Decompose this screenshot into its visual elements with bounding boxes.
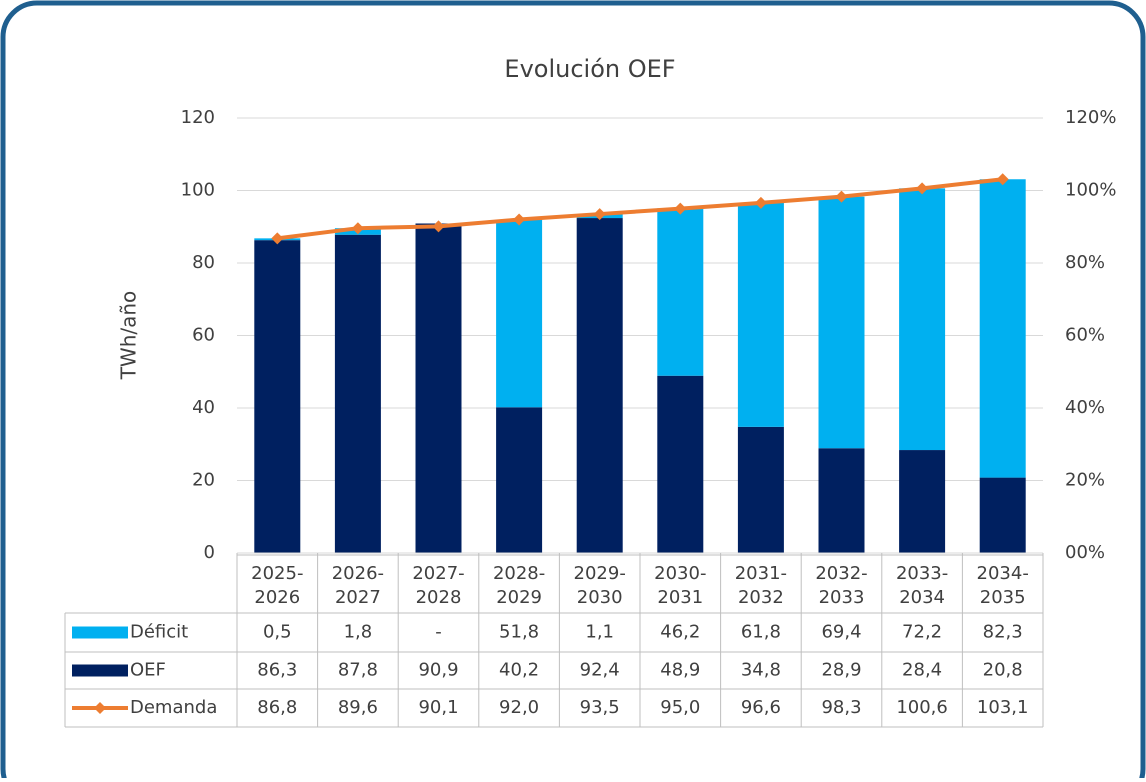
marker [996, 173, 1009, 186]
table-cell: 86,3 [257, 660, 297, 681]
marker [351, 222, 364, 235]
x-tick-label: 2034-2035 [977, 563, 1029, 608]
y2-tick-label: 40% [1065, 397, 1105, 418]
table-cell: 46,2 [660, 622, 700, 643]
y-tick-label: 100 [181, 180, 215, 201]
marker [432, 220, 445, 233]
x-tick-label: 2030-2031 [654, 563, 706, 608]
table-cell: - [435, 622, 442, 643]
legend-key [94, 702, 106, 714]
bar [899, 450, 946, 553]
legend-key [72, 664, 128, 677]
table-cell: 90,9 [418, 660, 458, 681]
table-cell: 20,8 [983, 660, 1023, 681]
table-cell: 87,8 [338, 660, 378, 681]
table-cell: 51,8 [499, 622, 539, 643]
marker [674, 202, 687, 215]
bar [415, 223, 462, 554]
bar [818, 196, 865, 449]
marker [593, 208, 606, 221]
y2-tick-label: 00% [1065, 542, 1105, 563]
y-tick-label: 20 [192, 470, 215, 491]
bar [818, 448, 865, 553]
table-cell: 0,5 [263, 622, 292, 643]
table-cell: 96,6 [741, 697, 781, 718]
y2-tick-label: 60% [1065, 325, 1105, 346]
table-cell: 98,3 [821, 697, 861, 718]
x-tick-label: 2033-2034 [896, 563, 948, 608]
marker [835, 190, 848, 203]
bar [737, 426, 784, 553]
table-cell: 34,8 [741, 660, 781, 681]
bar [334, 234, 381, 553]
marker [754, 196, 767, 209]
table-cell: 40,2 [499, 660, 539, 681]
bar [496, 407, 543, 553]
table-cell: 28,9 [821, 660, 861, 681]
x-tick-label: 2029-2030 [574, 563, 626, 608]
line [277, 177, 1003, 241]
bar [496, 219, 543, 408]
y2-tick-label: 120% [1065, 107, 1116, 128]
chart-title: Evolución OEF [504, 55, 675, 83]
x-tick-label: 2028-2029 [493, 563, 545, 608]
table-cell: 92,4 [580, 660, 620, 681]
table-cell: 89,6 [338, 697, 378, 718]
legend-label: Déficit [130, 622, 188, 643]
y-tick-label: 80 [192, 252, 215, 273]
bar [979, 179, 1026, 478]
table-cell: 1,8 [344, 622, 373, 643]
y2-tick-label: 80% [1065, 252, 1105, 273]
x-tick-label: 2026-2027 [332, 563, 384, 608]
bar [657, 375, 704, 553]
table-cell: 72,2 [902, 622, 942, 643]
table-cell: 82,3 [983, 622, 1023, 643]
marker [916, 182, 929, 195]
bar [254, 240, 301, 553]
legend-label: Demanda [130, 697, 217, 718]
table-cell: 1,1 [585, 622, 614, 643]
x-tick-label: 2025-2026 [251, 563, 303, 608]
table-cell: 48,9 [660, 660, 700, 681]
table-cell: 95,0 [660, 697, 700, 718]
y-tick-label: 120 [181, 107, 215, 128]
bar [899, 188, 946, 451]
y-axis-label: TWh/año [117, 291, 141, 381]
table-cell: 90,1 [418, 697, 458, 718]
x-tick-label: 2032-2033 [815, 563, 867, 608]
y-tick-label: 60 [192, 325, 215, 346]
marker [513, 213, 526, 226]
legend-label: OEF [130, 660, 166, 681]
bar [737, 202, 784, 427]
table-cell: 69,4 [821, 622, 861, 643]
table-cell: 100,6 [896, 697, 948, 718]
table-cell: 93,5 [580, 697, 620, 718]
y2-tick-label: 100% [1065, 180, 1116, 201]
bar [979, 477, 1026, 553]
bar [576, 218, 623, 554]
table-cell: 92,0 [499, 697, 539, 718]
marker [271, 232, 284, 245]
x-tick-label: 2031-2032 [735, 563, 787, 608]
legend-key [72, 626, 128, 639]
table-cell: 61,8 [741, 622, 781, 643]
table-cell: 86,8 [257, 697, 297, 718]
y-tick-label: 0 [204, 542, 215, 563]
table-cell: 28,4 [902, 660, 942, 681]
y-tick-label: 40 [192, 397, 215, 418]
x-tick-label: 2027-2028 [412, 563, 464, 608]
bar [657, 208, 704, 376]
table-cell: 103,1 [977, 697, 1029, 718]
y2-tick-label: 20% [1065, 470, 1105, 491]
